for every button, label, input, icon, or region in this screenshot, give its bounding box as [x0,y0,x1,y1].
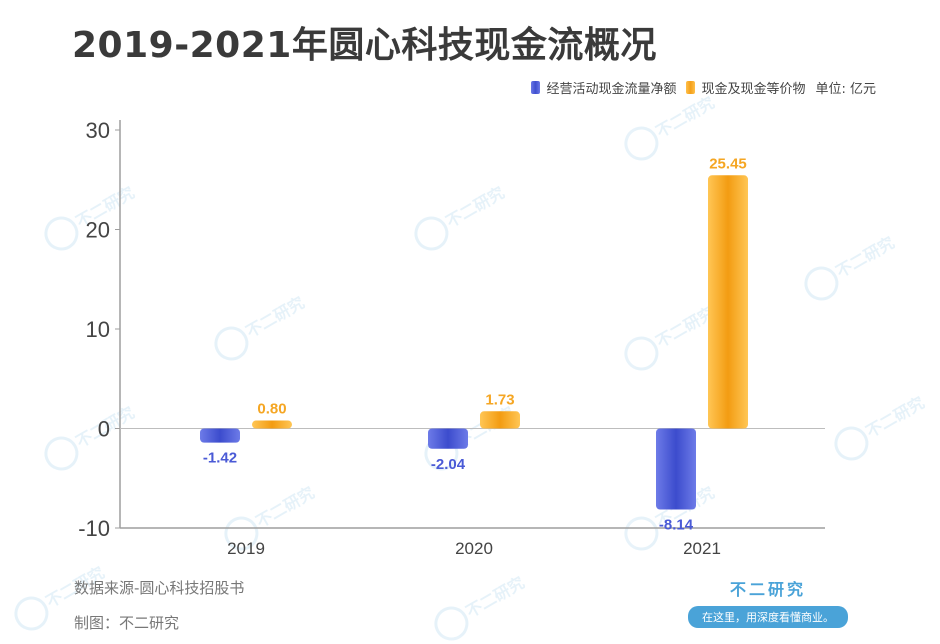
data-label: -8.14 [659,516,694,533]
legend-swatch-blue [531,81,541,94]
x-tick-label: 2021 [683,539,721,558]
legend-item-series1: 经营活动现金流量净额 [531,78,676,97]
chart-maker-note: 制图：不二研究 [74,614,180,632]
unit-label: 单位: 亿元 [815,82,876,97]
y-tick-label: 30 [86,118,110,143]
legend-item-series2: 现金及现金等价物 [686,78,805,97]
chart-title: 2019-2021年圆心科技现金流概况 [72,25,657,66]
brand-slogan: 在这里，用深度看懂商业。 [688,606,848,628]
bar-series2 [252,420,292,429]
legend-swatch-orange [686,81,696,94]
legend-label-series1: 经营活动现金流量净额 [546,82,677,97]
bar-series1 [428,428,468,449]
data-label: -2.04 [431,456,466,473]
data-label: 25.45 [709,155,747,172]
y-tick-label: 10 [86,317,110,342]
y-tick-label: 0 [98,417,110,442]
data-label: 0.80 [257,401,286,418]
brand-name: 不二研究 [729,580,806,599]
data-label: 1.73 [485,391,514,408]
bar-series1 [200,428,240,443]
bar-series2 [708,175,748,429]
legend: 经营活动现金流量净额 现金及现金等价物 单位: 亿元 [531,78,876,97]
bar-series1 [656,428,696,510]
data-source-note: 数据来源-圆心科技招股书 [74,579,245,597]
data-label: -1.42 [203,450,237,467]
y-tick-label: 20 [86,218,110,243]
x-tick-label: 2019 [227,539,265,558]
bar-series2 [480,411,520,429]
brand-logo: 不二研究 在这里，用深度看懂商业。 [688,576,848,628]
y-tick-label: -10 [78,516,110,541]
legend-label-series2: 现金及现金等价物 [701,82,806,97]
x-tick-label: 2020 [455,539,493,558]
